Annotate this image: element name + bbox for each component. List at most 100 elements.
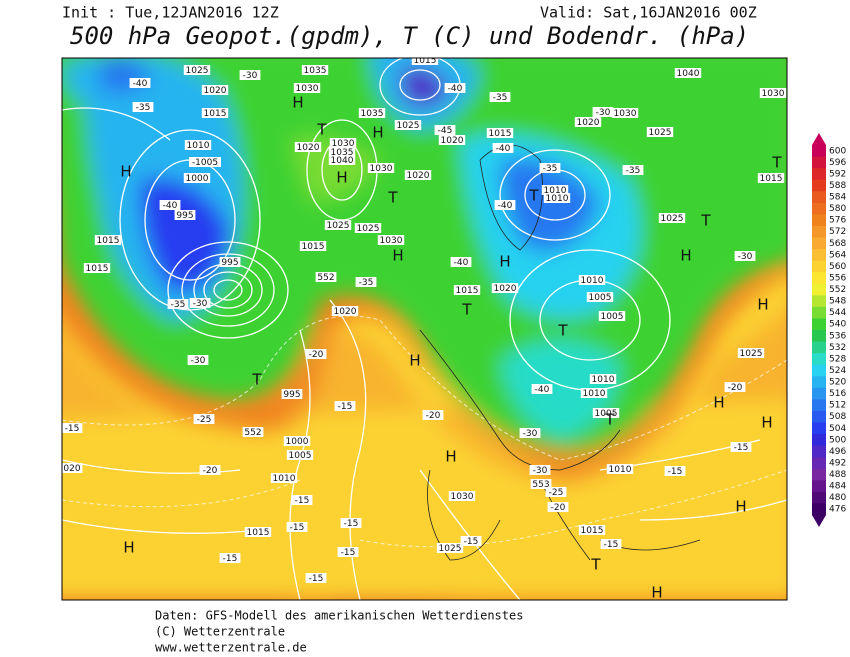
- isoline-label: 020: [63, 464, 80, 474]
- label-box: [578, 275, 606, 285]
- isoline-label: 995: [176, 211, 193, 221]
- isoline-label: 1025: [740, 349, 763, 359]
- footer-line: www.wetterzentrale.de: [155, 641, 307, 655]
- label-box: [539, 163, 561, 173]
- isoline-label: 1025: [327, 221, 350, 231]
- label-box: [184, 140, 212, 150]
- isoline-label: 1005: [601, 312, 624, 322]
- label-box: [331, 306, 359, 316]
- colorbar-swatch: [812, 249, 826, 262]
- label-box: [531, 384, 553, 394]
- label-box: [294, 142, 322, 152]
- label-box: [201, 85, 229, 95]
- isoline-label: -20: [203, 466, 218, 476]
- isoline-label: 1020: [334, 307, 357, 317]
- low-marker: T: [461, 301, 472, 319]
- isoline-label: -30: [193, 299, 208, 309]
- isoline-label: -30: [533, 466, 548, 476]
- low-marker: T: [771, 154, 782, 172]
- label-box: [658, 213, 686, 223]
- colorbar-swatch: [812, 341, 826, 354]
- label-box: [301, 65, 329, 75]
- colorbar-swatch: [812, 376, 826, 389]
- colorbar-swatch: [812, 202, 826, 215]
- label-box: [315, 272, 337, 282]
- label-box: [337, 547, 359, 557]
- isoline-label: -15: [295, 496, 310, 506]
- label-box: [545, 487, 567, 497]
- label-box: [340, 518, 362, 528]
- isoline-label: -40: [133, 79, 148, 89]
- isoline-label: 1030: [332, 139, 355, 149]
- label-box: [159, 200, 181, 210]
- label-box: [83, 263, 111, 273]
- label-box: [730, 442, 752, 452]
- colorbar-label: 600: [829, 146, 846, 156]
- label-box: [299, 241, 327, 251]
- high-marker: H: [735, 498, 746, 516]
- high-marker: H: [680, 247, 691, 265]
- label-box: [664, 466, 686, 476]
- label-box: [436, 543, 464, 553]
- isoline-label: 1030: [614, 109, 637, 119]
- low-marker: T: [604, 411, 615, 429]
- isoline-label: -30: [243, 71, 258, 81]
- isoline-label: -15: [668, 467, 683, 477]
- isoline-label: 1010: [592, 375, 615, 385]
- high-marker: H: [713, 394, 724, 412]
- colorbar-label: 532: [829, 343, 846, 353]
- isoline-label: 1040: [677, 69, 700, 79]
- colorbar-swatch: [812, 318, 826, 331]
- label-box: [281, 389, 303, 399]
- label-box: [600, 539, 622, 549]
- isoline-label: 1035: [304, 66, 327, 76]
- label-box: [377, 235, 405, 245]
- label-box: [283, 436, 311, 446]
- colorbar-swatch: [812, 399, 826, 412]
- colorbar-swatch: [812, 156, 826, 169]
- colorbar-label: 576: [829, 216, 846, 226]
- colorbar-label: 524: [829, 366, 846, 376]
- isoline-label: -40: [163, 201, 178, 211]
- isoline-label: 1020: [441, 136, 464, 146]
- colorbar-label: 540: [829, 320, 846, 330]
- isoline-label: -20: [309, 350, 324, 360]
- isoline-label: 1030: [370, 164, 393, 174]
- isoline-label: -15: [290, 523, 305, 533]
- valid-time: Valid: Sat,16JAN2016 00Z: [540, 4, 757, 22]
- label-box: [578, 525, 606, 535]
- label-box: [129, 78, 151, 88]
- isoline-label: -25: [549, 488, 564, 498]
- label-box: [201, 108, 229, 118]
- isoline-label: -20: [728, 383, 743, 393]
- colorbar-label: 488: [829, 470, 846, 480]
- isoline-label: 1040: [331, 156, 354, 166]
- label-box: [286, 450, 314, 460]
- colorbar-arrow: [812, 133, 826, 145]
- label-box: [453, 285, 481, 295]
- isoline-label: 1030: [451, 492, 474, 502]
- colorbar-label: 500: [829, 435, 846, 445]
- isoline-label: 1005: [589, 293, 612, 303]
- colorbar-label: 580: [829, 204, 846, 214]
- label-box: [219, 553, 241, 563]
- colorbar-label: 564: [829, 250, 846, 260]
- isoline-label: -35: [626, 166, 641, 176]
- high-marker: H: [761, 414, 772, 432]
- colorbar-label: 548: [829, 297, 846, 307]
- colorbar-swatch: [812, 353, 826, 366]
- label-box: [189, 298, 211, 308]
- isoline-label: 995: [221, 258, 238, 268]
- low-marker: T: [528, 187, 539, 205]
- label-box: [305, 573, 327, 583]
- isoline-label: 1020: [494, 284, 517, 294]
- colorbar-swatch: [812, 179, 826, 192]
- label-box: [486, 128, 514, 138]
- label-box: [132, 102, 154, 112]
- label-box: [519, 428, 541, 438]
- label-box: [324, 220, 352, 230]
- label-box: [358, 108, 386, 118]
- colorbar-label: 560: [829, 262, 846, 272]
- label-box: [529, 465, 551, 475]
- label-box: [199, 465, 221, 475]
